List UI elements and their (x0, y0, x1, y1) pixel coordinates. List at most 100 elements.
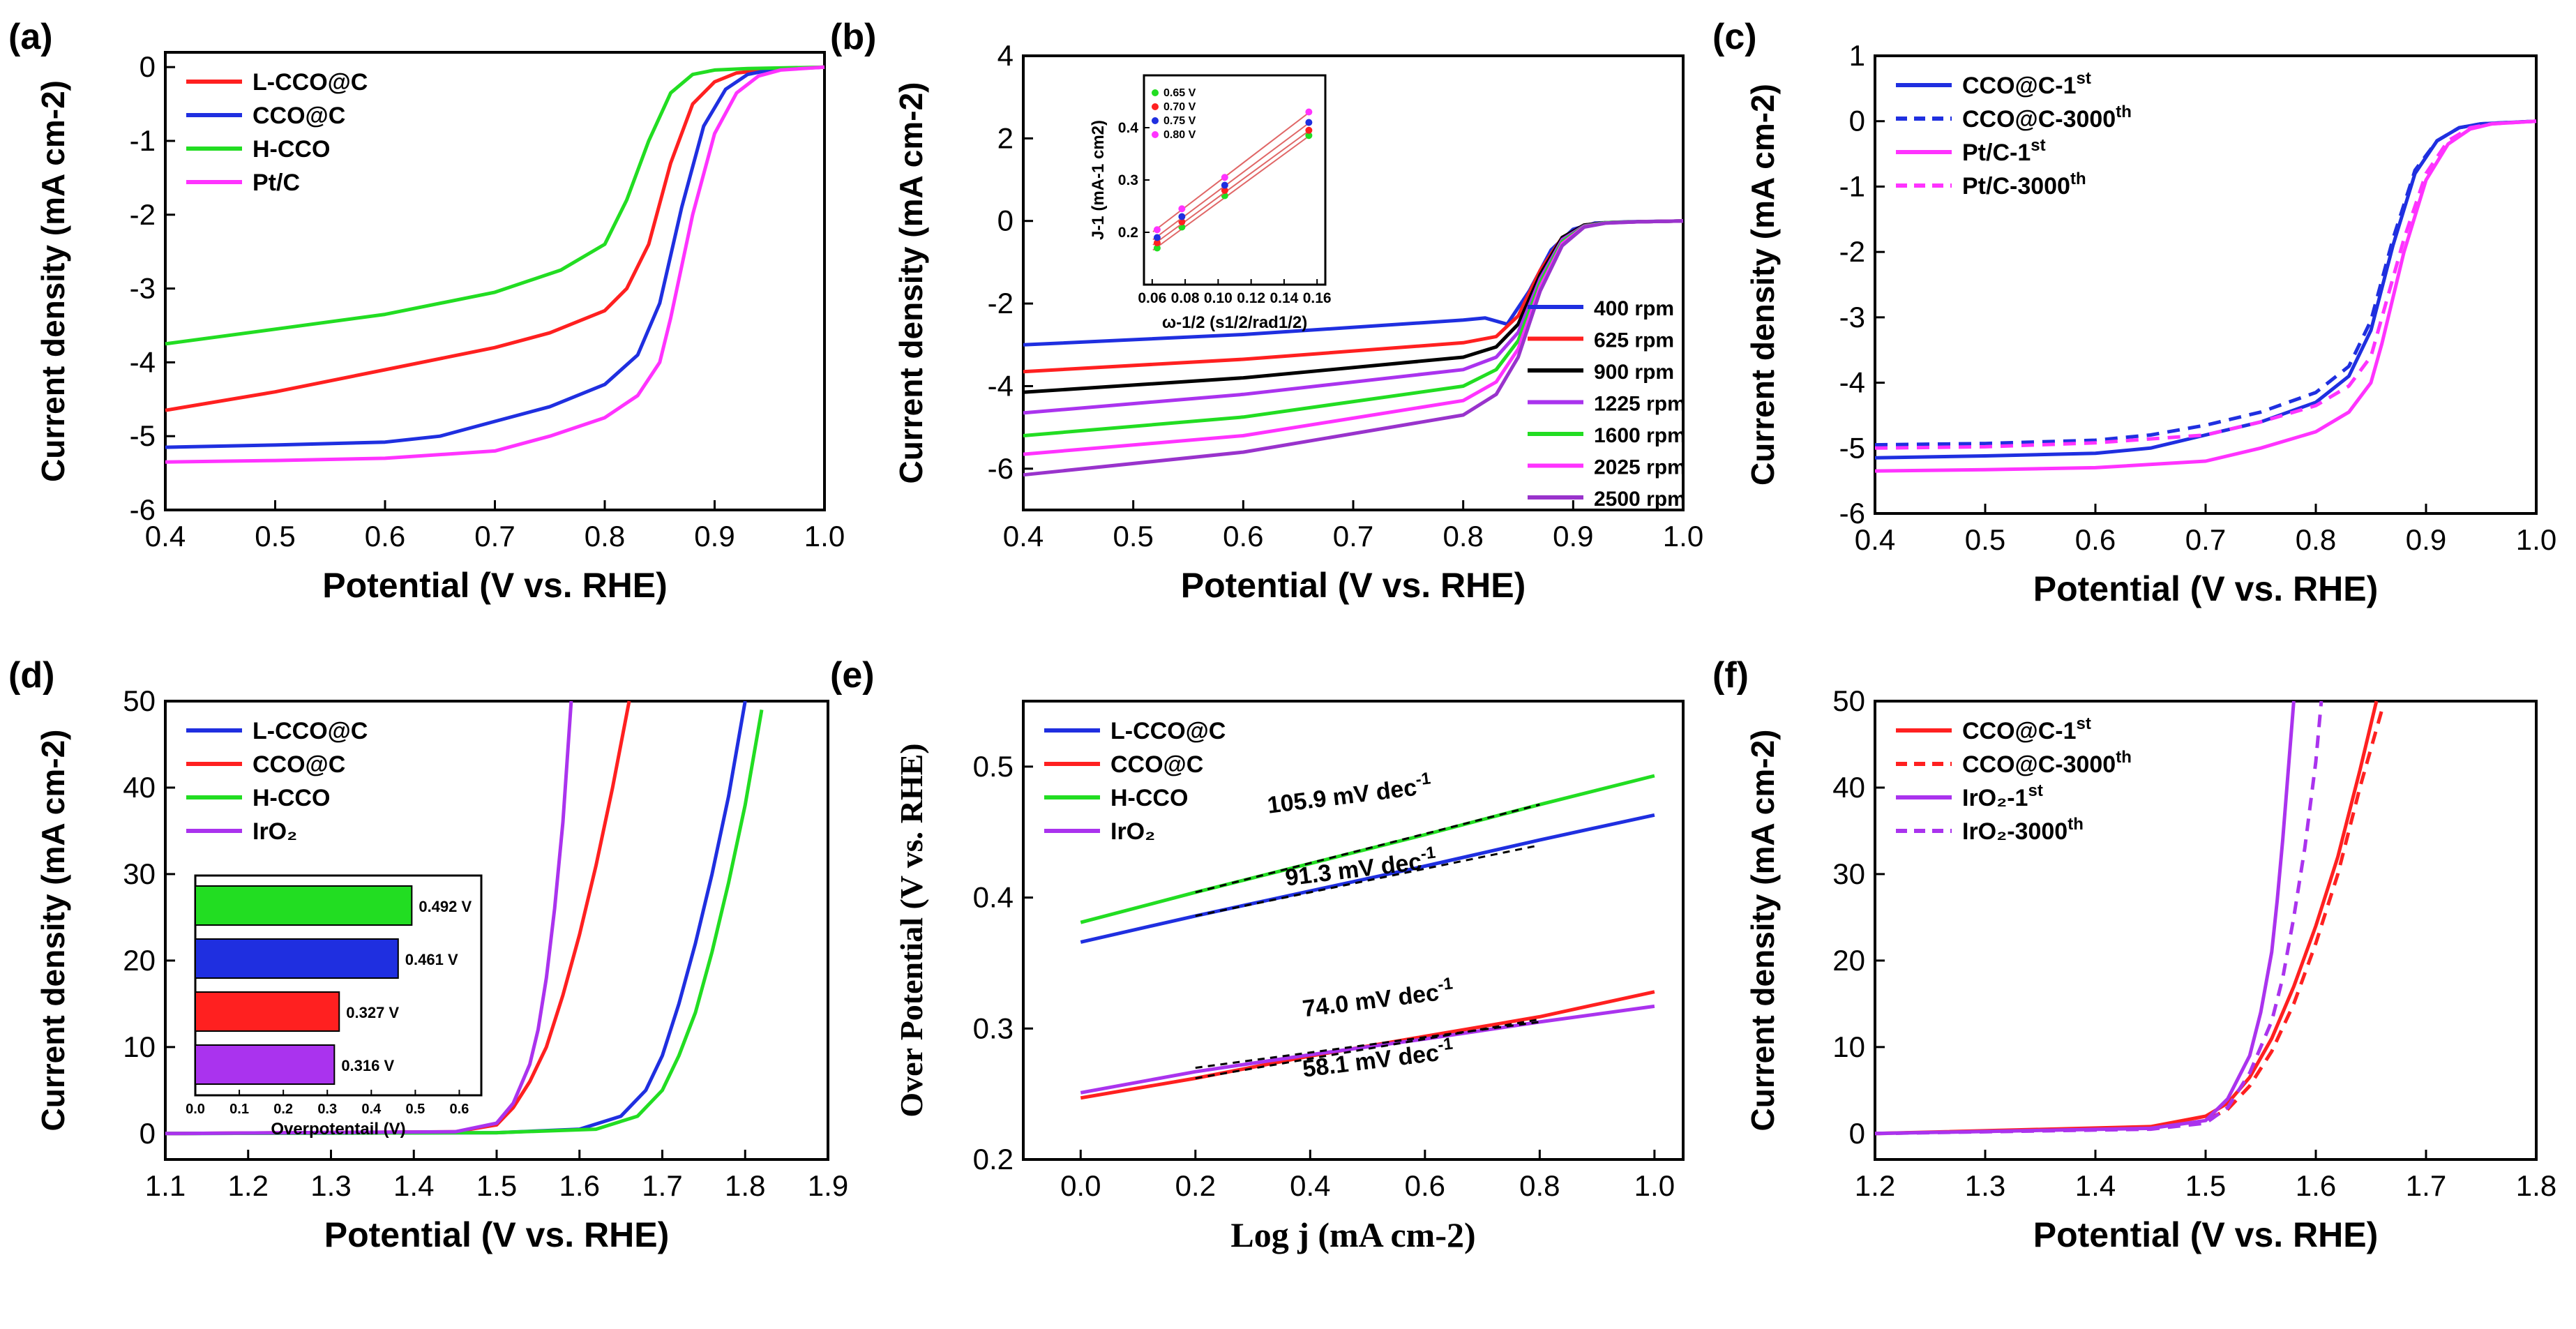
inset-point (1305, 126, 1313, 134)
series-line (1023, 219, 1684, 374)
legend-label: CCO@C (1110, 751, 1203, 778)
x-tick-label: 0.5 (255, 520, 295, 553)
legend-label-text: IrO₂-1 (1962, 785, 2028, 811)
x-tick-label: 0.4 (145, 520, 186, 553)
y-tick-label: 1 (1849, 39, 1865, 72)
x-tick-label: 0.5 (1113, 520, 1153, 553)
chart-panel-c: (c) 0.4 0.5 0.6 0.7 0.8 0.9 1.0 -6 -5 -4 -3 -2 -1 0 1 Po… (1712, 17, 2556, 608)
x-tick-label: 0.9 (2406, 523, 2446, 556)
y-tick-label: 0 (140, 1117, 156, 1150)
inset-legend-label: 0.65 V (1163, 87, 1196, 99)
x-axis-label: Potential (V vs. RHE) (2033, 569, 2379, 608)
inset-fit-line (1152, 120, 1312, 241)
y-tick-label: -5 (1839, 431, 1865, 464)
legend-label: 1225 rpm (1594, 393, 1686, 416)
inset-x-axis-label: Overpotentail (V) (271, 1120, 405, 1139)
inset-x-tick-label: 0.1 (229, 1102, 249, 1117)
legend-label-sup: th (2116, 748, 2132, 767)
x-tick-label: 0.6 (1223, 520, 1263, 553)
inset-legend-marker (1152, 89, 1159, 96)
x-tick-label: 1.4 (393, 1169, 434, 1202)
inset-legend-marker (1152, 103, 1159, 110)
x-tick-label: 1.8 (2516, 1169, 2556, 1202)
inset-bar (195, 938, 399, 979)
legend-label: IrO₂ (253, 818, 297, 845)
legend-label-text: L-CCO@C (253, 69, 368, 96)
y-tick-label: -1 (130, 124, 156, 157)
legend-label: Pt/C (253, 170, 300, 196)
inset-bar (195, 991, 340, 1032)
legend-label: H-CCO (253, 136, 330, 163)
x-tick-label: 1.0 (1634, 1169, 1675, 1202)
inset-point (1178, 205, 1186, 213)
y-tick-label: -4 (130, 345, 156, 378)
inset-point (1305, 132, 1313, 140)
legend-label: 2025 rpm (1594, 456, 1686, 479)
y-tick-label: -3 (130, 272, 156, 305)
y-tick-label: -6 (988, 452, 1014, 485)
y-tick-label: 4 (997, 39, 1014, 72)
series-line (1874, 119, 2537, 447)
x-axis-label: Log j (mA cm-2) (1230, 1215, 1475, 1254)
inset-legend-marker (1152, 117, 1159, 124)
legend-label-text: 2500 rpm (1594, 488, 1686, 511)
x-tick-label: 1.2 (228, 1169, 269, 1202)
legend-label: L-CCO@C (253, 718, 368, 744)
inset-fit-line (1152, 128, 1312, 246)
legend-label-text: CCO@C-3000 (1962, 751, 2116, 778)
x-tick-label: 0.6 (365, 520, 405, 553)
legend-label: IrO₂-3000th (1962, 815, 2084, 845)
y-tick-label: 50 (123, 684, 156, 717)
series-line (1874, 700, 2379, 1136)
y-tick-label: 0.4 (973, 881, 1014, 914)
fit-line (1195, 1021, 1540, 1069)
chart-panel-a: (a) 0.4 0.5 0.6 0.7 0.8 0.9 1.0 -6 -5 -4 -3 -2 -1 0 Pot… (8, 17, 845, 605)
x-tick-label: 1.3 (1965, 1169, 2005, 1202)
x-axis-label: Potential (V vs. RHE) (2033, 1215, 2379, 1254)
panel-label: (d) (8, 655, 54, 696)
inset-x-axis-label: ω-1/2 (s1/2/rad1/2) (1162, 313, 1307, 332)
x-tick-label: 0.0 (1060, 1169, 1101, 1202)
y-tick-label: -2 (130, 198, 156, 231)
legend-label-text: L-CCO@C (253, 718, 368, 744)
x-tick-label: 0.6 (2075, 523, 2116, 556)
x-tick-label: 0.9 (1553, 520, 1593, 553)
x-tick-label: 0.4 (1290, 1169, 1330, 1202)
series-line (1874, 119, 2537, 450)
legend-label: H-CCO (253, 785, 330, 811)
series-line (1023, 219, 1684, 477)
y-tick-label: -4 (988, 369, 1014, 402)
legend-label-text: 1600 rpm (1594, 424, 1686, 447)
x-tick-label: 1.5 (476, 1169, 517, 1202)
legend-label: L-CCO@C (253, 69, 368, 96)
y-tick-label: 30 (123, 857, 156, 890)
legend-label-text: Pt/C (253, 170, 300, 196)
inset-x-tick-label: 0.3 (317, 1102, 337, 1117)
inset-x-tick-label: 0.5 (405, 1102, 425, 1117)
inset-y-axis-label: J-1 (mA-1 cm2) (1089, 120, 1108, 240)
legend-label: CCO@C-1st (1962, 69, 2091, 99)
series-line (1874, 709, 2384, 1136)
legend-label: 1600 rpm (1594, 424, 1686, 447)
inset-point (1178, 213, 1186, 220)
legend-label-text: 2025 rpm (1594, 456, 1686, 479)
x-tick-label: 0.8 (1519, 1169, 1560, 1202)
inset-frame (1143, 74, 1327, 286)
legend-label-sup: st (2077, 714, 2091, 733)
legend-label: CCO@C-3000th (1962, 103, 2132, 133)
x-tick-label: 0.7 (1333, 520, 1373, 553)
inset-point (1221, 174, 1228, 181)
legend-label: CCO@C-1st (1962, 714, 2091, 744)
inset-legend-marker (1152, 131, 1159, 138)
x-tick-label: 1.6 (559, 1169, 600, 1202)
y-tick-label: 30 (1832, 857, 1865, 890)
chart-panel-f: (f) 1.2 1.3 1.4 1.5 1.6 1.7 1.8 0 10 20 30 40 50 Poten… (1712, 655, 2556, 1254)
series-line (1874, 700, 2323, 1136)
inset-overpotential-bars: 0.492 V 0.461 V 0.327 V 0.316 V 0.0 0.1 0.2 0.3… (186, 874, 483, 1139)
y-tick-label: 0 (1849, 105, 1865, 137)
x-tick-label: 0.4 (1855, 523, 1895, 556)
x-tick-label: 1.7 (642, 1169, 682, 1202)
inset-legend-label: 0.70 V (1163, 101, 1196, 113)
y-tick-label: -2 (1839, 235, 1865, 268)
